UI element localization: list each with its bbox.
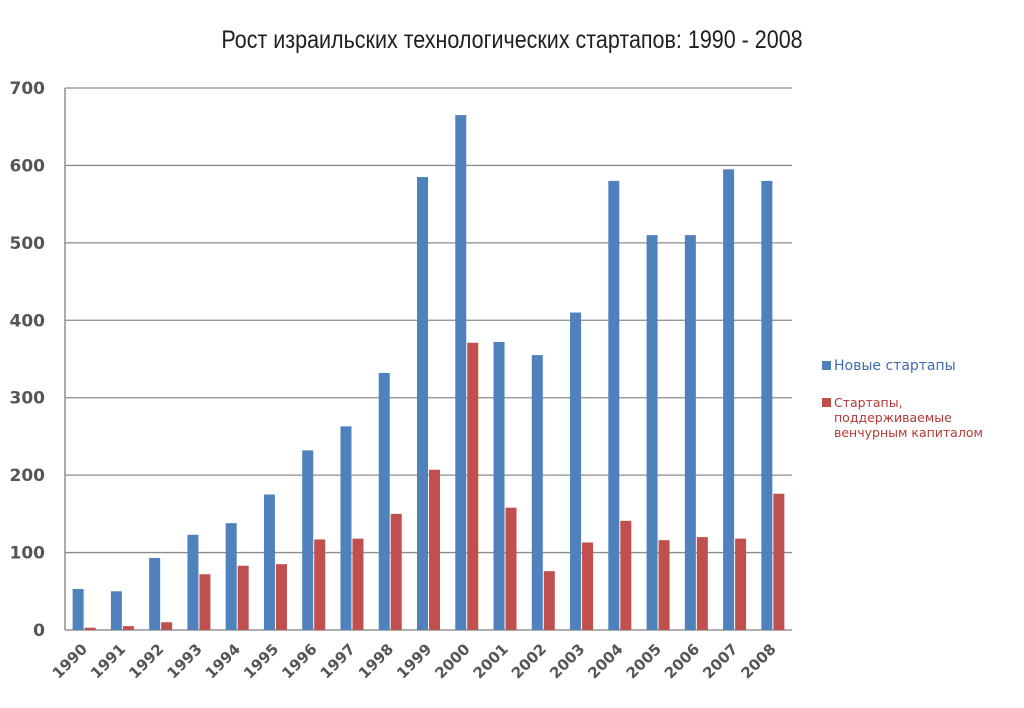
x-tick-label: 1993 bbox=[163, 640, 205, 682]
bar-new-2008 bbox=[761, 180, 773, 630]
bar-new-1992 bbox=[149, 557, 161, 630]
y-tick-label: 700 bbox=[10, 79, 46, 99]
bar-new-1995 bbox=[263, 494, 275, 630]
bar-vc-2004 bbox=[620, 520, 632, 630]
bar-vc-1999 bbox=[429, 469, 440, 630]
bar-vc-1996 bbox=[314, 539, 326, 630]
x-tick-label: 1997 bbox=[317, 640, 359, 682]
y-tick-label: 600 bbox=[10, 156, 46, 176]
x-tick-label: 1996 bbox=[278, 640, 320, 682]
chart-title: Рост израильских технологических стартап… bbox=[221, 26, 803, 54]
bar-vc-1990 bbox=[84, 627, 96, 630]
bar-vc-2008 bbox=[773, 493, 785, 630]
bar-vc-2000 bbox=[467, 342, 479, 630]
bar-vc-1997 bbox=[352, 538, 364, 630]
x-tick-label: 1991 bbox=[87, 640, 129, 682]
bar-vc-1995 bbox=[275, 564, 287, 630]
x-tick-label: 1998 bbox=[355, 640, 397, 682]
bar-new-1993 bbox=[187, 534, 199, 630]
bar-new-1997 bbox=[340, 426, 352, 630]
y-tick-label: 0 bbox=[33, 621, 45, 641]
x-tick-label: 2008 bbox=[737, 640, 779, 682]
x-tick-label: 2006 bbox=[661, 640, 703, 682]
x-tick-label: 1999 bbox=[393, 640, 435, 682]
bar-new-1994 bbox=[225, 523, 237, 630]
x-tick-label: 1992 bbox=[125, 640, 167, 682]
bar-vc-2007 bbox=[735, 538, 747, 630]
bar-new-1998 bbox=[378, 372, 390, 630]
x-tick-label: 2002 bbox=[508, 640, 550, 682]
bar-new-1999 bbox=[417, 177, 428, 631]
x-tick-label: 2001 bbox=[470, 640, 512, 682]
legend-swatch-vc bbox=[822, 398, 831, 407]
bar-vc-2003 bbox=[582, 542, 594, 630]
x-tick-label: 1995 bbox=[240, 640, 282, 682]
legend-label-new: Новые стартапы bbox=[834, 358, 956, 374]
bar-new-2005 bbox=[646, 235, 658, 630]
y-tick-label: 500 bbox=[10, 234, 46, 254]
y-tick-label: 300 bbox=[10, 389, 46, 409]
x-tick-label: 1990 bbox=[49, 640, 91, 682]
bar-new-2007 bbox=[723, 169, 735, 631]
x-tick-label: 2004 bbox=[584, 640, 626, 682]
legend-swatch-new bbox=[822, 361, 831, 370]
y-tick-label: 200 bbox=[10, 466, 46, 486]
legend-item-new-startups: Новые стартапы bbox=[822, 358, 956, 374]
bar-new-1996 bbox=[302, 450, 314, 630]
bar-new-1991 bbox=[110, 591, 122, 630]
legend-item-vc-startups: Стартапы, поддерживаемые венчурным капит… bbox=[822, 395, 1022, 440]
y-tick-label: 400 bbox=[10, 311, 46, 331]
bar-vc-2006 bbox=[696, 537, 708, 630]
bar-vc-1994 bbox=[237, 565, 249, 630]
y-tick-label: 100 bbox=[10, 544, 46, 564]
bar-vc-1998 bbox=[390, 513, 402, 630]
bar-new-2003 bbox=[570, 312, 582, 630]
bar-vc-2001 bbox=[505, 507, 517, 630]
bar-vc-1993 bbox=[199, 574, 211, 630]
bar-vc-1992 bbox=[161, 622, 173, 630]
bar-vc-2002 bbox=[543, 571, 555, 630]
bar-new-2006 bbox=[684, 235, 696, 630]
bar-new-1990 bbox=[72, 588, 84, 630]
bar-new-2004 bbox=[608, 180, 620, 630]
x-tick-label: 2000 bbox=[431, 640, 473, 682]
x-tick-label: 2005 bbox=[623, 640, 665, 682]
x-tick-label: 2007 bbox=[699, 640, 741, 682]
x-tick-label: 1994 bbox=[202, 640, 244, 682]
bar-vc-2005 bbox=[658, 540, 670, 630]
bar-new-2001 bbox=[493, 341, 505, 630]
bar-new-2002 bbox=[531, 355, 543, 630]
bar-vc-1991 bbox=[122, 626, 134, 630]
legend-label-vc: Стартапы, поддерживаемые венчурным капит… bbox=[834, 395, 983, 440]
x-tick-label: 2003 bbox=[546, 640, 588, 682]
bar-new-2000 bbox=[455, 115, 467, 631]
